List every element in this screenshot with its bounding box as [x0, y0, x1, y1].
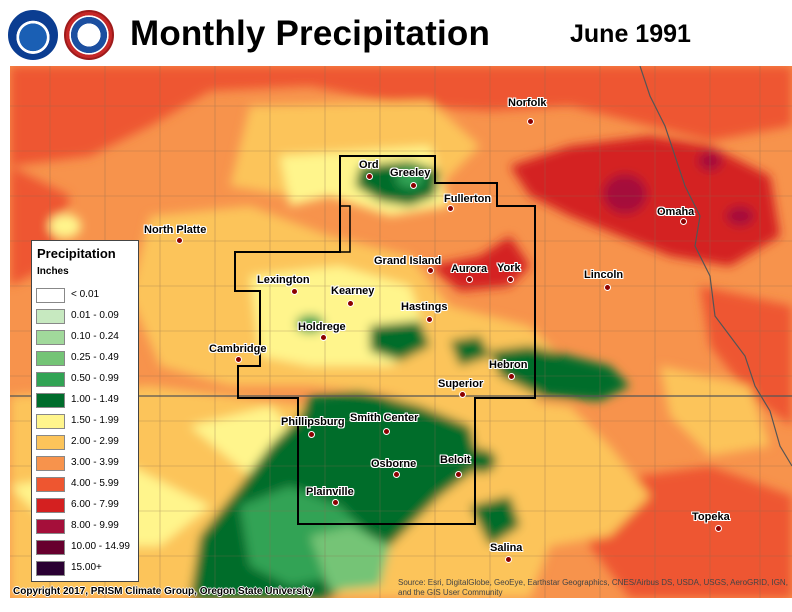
city-label-lincoln: Lincoln — [584, 269, 624, 281]
city-dot-phillipsburg — [308, 431, 315, 438]
legend-swatch — [36, 477, 65, 492]
legend-units: Inches — [37, 266, 69, 277]
city-label-ord: Ord — [359, 159, 379, 171]
legend-label: 3.00 - 3.99 — [71, 457, 119, 468]
legend-swatch — [36, 561, 65, 576]
legend-label: 0.25 - 0.49 — [71, 352, 119, 363]
city-label-lexington: Lexington — [257, 274, 310, 286]
legend-label: 0.10 - 0.24 — [71, 331, 119, 342]
city-label-grand-island: Grand Island — [374, 255, 442, 267]
city-label-york: York — [497, 262, 521, 274]
city-label-holdrege: Holdrege — [298, 321, 346, 333]
city-label-beloit: Beloit — [440, 454, 471, 466]
legend-swatch — [36, 372, 65, 387]
legend-swatch — [36, 540, 65, 555]
legend-swatch — [36, 393, 65, 408]
city-dot-holdrege — [320, 334, 327, 341]
city-label-superior: Superior — [438, 378, 484, 390]
city-dot-omaha — [680, 218, 687, 225]
city-dot-grand-island — [427, 267, 434, 274]
nws-logo — [64, 10, 114, 60]
noaa-logo — [8, 10, 58, 60]
legend-swatch — [36, 498, 65, 513]
copyright-text: Copyright 2017, PRISM Climate Group, Ore… — [13, 586, 314, 597]
city-label-topeka: Topeka — [692, 511, 730, 523]
city-label-smith-center: Smith Center — [350, 412, 419, 424]
header: Monthly Precipitation June 1991 — [0, 0, 792, 66]
legend-swatch — [36, 330, 65, 345]
city-label-hebron: Hebron — [489, 359, 528, 371]
city-dot-kearney — [347, 300, 354, 307]
city-dot-norfolk — [527, 118, 534, 125]
legend-label: 4.00 - 5.99 — [71, 478, 119, 489]
forecast-area-outline — [234, 155, 536, 525]
city-dot-ord — [366, 173, 373, 180]
legend-swatch — [36, 309, 65, 324]
city-dot-hebron — [508, 373, 515, 380]
city-dot-aurora — [466, 276, 473, 283]
legend-swatch — [36, 288, 65, 303]
legend-swatch — [36, 435, 65, 450]
city-dot-hastings — [426, 316, 433, 323]
city-label-kearney: Kearney — [331, 285, 375, 297]
city-label-phillipsburg: Phillipsburg — [281, 416, 345, 428]
legend-label: 1.50 - 1.99 — [71, 415, 119, 426]
city-label-salina: Salina — [490, 542, 523, 554]
city-dot-cambridge — [235, 356, 242, 363]
city-dot-fullerton — [447, 205, 454, 212]
city-label-omaha: Omaha — [657, 206, 695, 218]
legend-label: 2.00 - 2.99 — [71, 436, 119, 447]
city-label-norfolk: Norfolk — [508, 97, 547, 109]
legend-label: 0.50 - 0.99 — [71, 373, 119, 384]
state-border-river — [639, 66, 792, 467]
legend-label: 6.00 - 7.99 — [71, 499, 119, 510]
city-label-aurora: Aurora — [451, 263, 488, 275]
basemap-attribution: Source: Esri, DigitalGlobe, GeoEye, Eart… — [398, 578, 788, 597]
map-title: Monthly Precipitation — [130, 14, 491, 53]
legend-swatch — [36, 414, 65, 429]
city-dot-york — [507, 276, 514, 283]
city-label-cambridge: Cambridge — [209, 343, 267, 355]
city-label-north-platte: North Platte — [144, 224, 207, 236]
map-date: June 1991 — [570, 20, 691, 48]
precipitation-legend: Precipitation Inches < 0.01 0.01 - 0.09 … — [31, 240, 139, 582]
city-dot-beloit — [455, 471, 462, 478]
city-dot-osborne — [393, 471, 400, 478]
legend-label: < 0.01 — [71, 289, 100, 300]
city-dot-topeka — [715, 525, 722, 532]
legend-label: 0.01 - 0.09 — [71, 310, 119, 321]
city-label-fullerton: Fullerton — [444, 193, 492, 205]
city-dot-smith-center — [383, 428, 390, 435]
city-label-plainville: Plainville — [306, 486, 354, 498]
city-dot-north-platte — [176, 237, 183, 244]
city-dot-lincoln — [604, 284, 611, 291]
city-dot-greeley — [410, 182, 417, 189]
city-dot-superior — [459, 391, 466, 398]
city-dot-plainville — [332, 499, 339, 506]
city-label-hastings: Hastings — [401, 301, 448, 313]
legend-label: 1.00 - 1.49 — [71, 394, 119, 405]
legend-swatch — [36, 351, 65, 366]
legend-label: 15.00+ — [71, 562, 102, 573]
legend-label: 8.00 - 9.99 — [71, 520, 119, 531]
forecast-area-notch — [339, 205, 351, 253]
city-dot-salina — [505, 556, 512, 563]
legend-title: Precipitation — [37, 246, 116, 261]
legend-label: 10.00 - 14.99 — [71, 541, 130, 552]
precipitation-map[interactable]: Norfolk Ord Greeley Fullerton Omaha Nort… — [10, 66, 792, 598]
legend-swatch — [36, 519, 65, 534]
map-canvas — [10, 66, 792, 598]
city-dot-lexington — [291, 288, 298, 295]
legend-swatch — [36, 456, 65, 471]
city-label-osborne: Osborne — [371, 458, 417, 470]
city-label-greeley: Greeley — [390, 167, 431, 179]
